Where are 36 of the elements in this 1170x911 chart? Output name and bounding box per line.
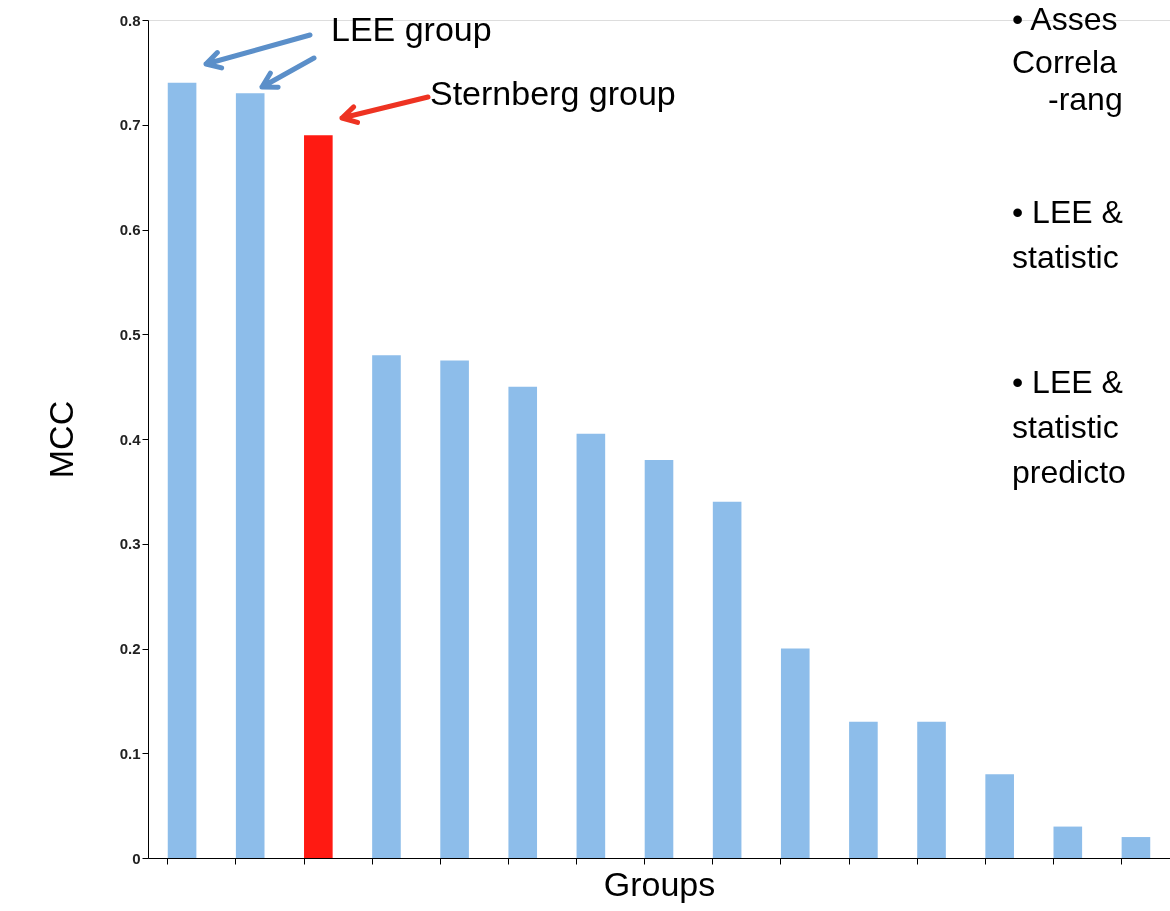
y-tick-label: 0 <box>132 849 141 867</box>
bar <box>780 648 810 858</box>
bar <box>235 93 265 858</box>
bar <box>985 774 1014 858</box>
bar <box>917 721 946 858</box>
bar <box>508 386 538 858</box>
x-axis-title: Groups <box>603 865 716 903</box>
y-tick-label: 0.3 <box>119 535 141 553</box>
bar <box>304 135 333 858</box>
annotation: statistic <box>1012 239 1119 275</box>
y-axis-title: MCC <box>41 400 80 479</box>
bar <box>1053 826 1083 858</box>
annotation: statistic <box>1012 409 1119 445</box>
y-tick-label: 0.5 <box>119 325 141 343</box>
bar <box>576 433 606 858</box>
annotation: • Asses <box>1012 1 1118 37</box>
annotation: -rang <box>1048 81 1123 117</box>
annotation: Correla <box>1012 44 1118 80</box>
bar <box>712 501 742 858</box>
y-tick-label: 0.6 <box>119 221 141 238</box>
annotation: LEE group <box>331 10 492 48</box>
y-tick-label: 0.1 <box>119 744 141 762</box>
y-tick-label: 0.4 <box>119 430 142 448</box>
annotation: Sternberg group <box>430 74 676 112</box>
bar <box>440 360 469 858</box>
bar <box>849 721 878 858</box>
y-tick-label: 0.2 <box>119 640 141 657</box>
annotation: • LEE & <box>1012 194 1123 230</box>
y-tick-label: 0.7 <box>119 116 141 134</box>
bar <box>644 459 674 858</box>
annotation: • LEE & <box>1012 364 1123 400</box>
y-tick-label: 0.8 <box>119 11 141 29</box>
bar <box>167 82 197 858</box>
bar <box>1121 837 1151 858</box>
annotation: predicto <box>1012 454 1126 490</box>
bar <box>372 355 401 858</box>
